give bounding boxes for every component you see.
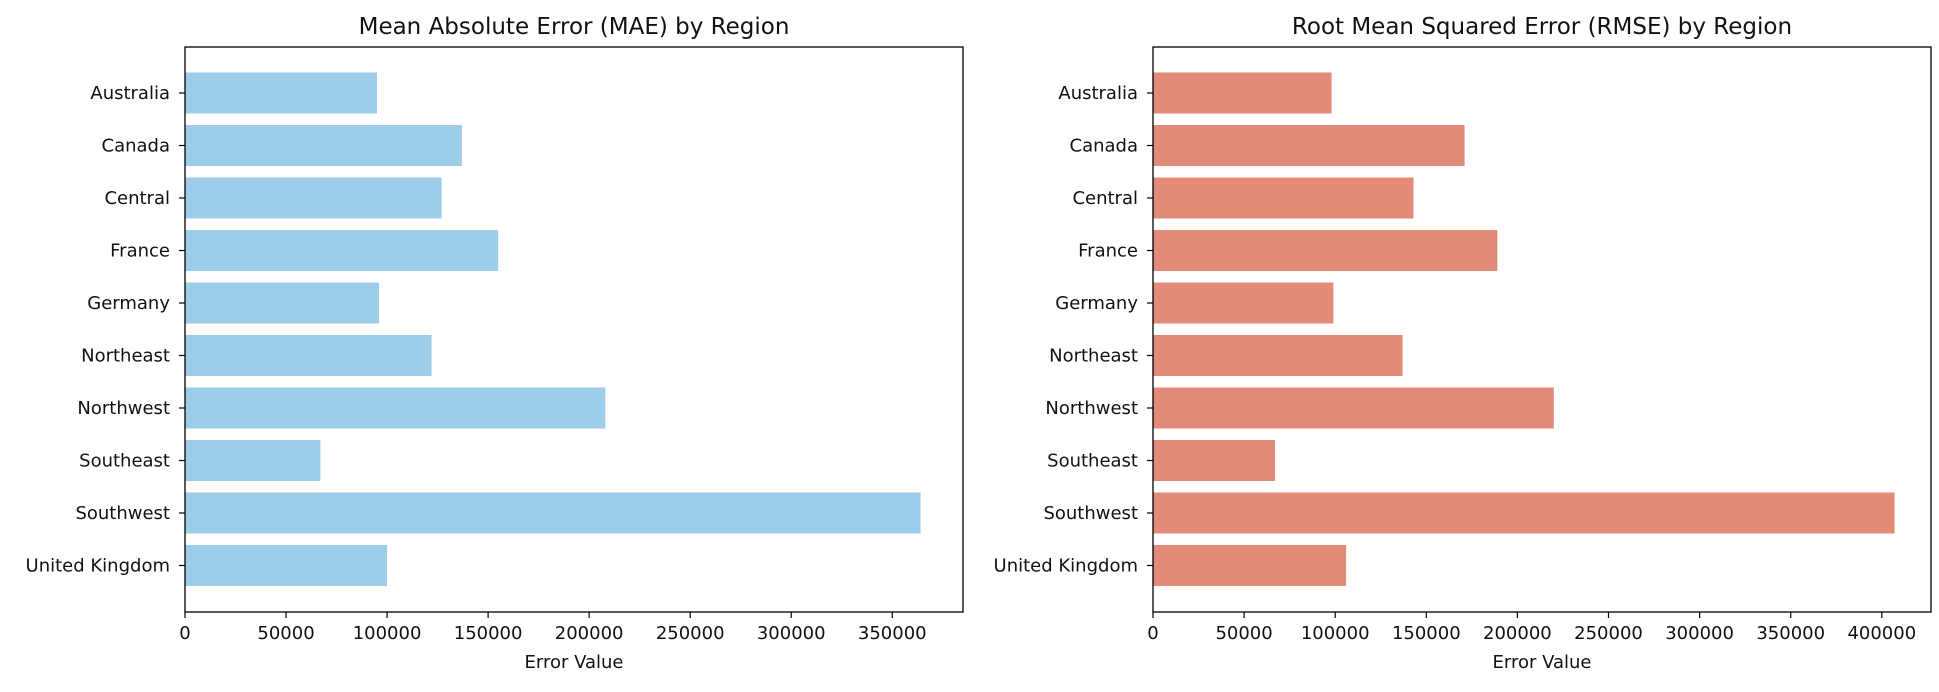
mae-bar (185, 440, 321, 481)
mae-x-tick-label: 0 (179, 623, 190, 644)
mae-bar (185, 230, 499, 271)
rmse-bar (1153, 282, 1334, 324)
rmse-bar (1153, 545, 1347, 586)
mae-bar (185, 492, 921, 534)
mae-bars (185, 72, 921, 586)
mae-category-labels: Australia Canada Central France Germany North… (26, 83, 185, 577)
mae-category-label: Canada (102, 136, 171, 157)
rmse-plot-frame (1152, 46, 1932, 613)
mae-category-label: Germany (87, 293, 170, 314)
rmse-x-tick-label: 0 (1147, 623, 1158, 644)
rmse-x-ticks: 0 50000 100000 150000 200000 250000 300000 3500… (1147, 612, 1916, 644)
rmse-x-tick-label: 200000 (1483, 623, 1552, 644)
rmse-chart-title: Root Mean Squared Error (RMSE) by Region (1292, 14, 1792, 40)
rmse-x-tick-label: 250000 (1574, 623, 1643, 644)
mae-bar (185, 125, 462, 166)
mae-plot-frame (184, 46, 964, 613)
mae-chart-title: Mean Absolute Error (MAE) by Region (359, 14, 790, 40)
mae-x-tick-label: 250000 (656, 623, 725, 644)
rmse-x-tick-label: 400000 (1847, 623, 1916, 644)
rmse-x-tick-label: 50000 (1215, 623, 1272, 644)
rmse-bar (1153, 177, 1414, 219)
rmse-bar (1153, 125, 1465, 166)
mae-chart-panel: Mean Absolute Error (MAE) by Region Aust… (26, 14, 964, 673)
rmse-bar (1153, 230, 1498, 271)
mae-bar (185, 335, 432, 376)
rmse-category-label: Southwest (1043, 503, 1138, 524)
mae-bar (185, 177, 442, 219)
mae-category-label: Northwest (77, 398, 170, 419)
rmse-category-label: Central (1072, 188, 1138, 209)
mae-x-tick-label: 300000 (757, 623, 826, 644)
mae-bar (185, 545, 388, 586)
mae-category-label: United Kingdom (26, 556, 170, 577)
mae-category-label: Southeast (79, 451, 170, 472)
mae-bar (185, 282, 379, 324)
mae-category-label: Southwest (75, 503, 170, 524)
mae-x-tick-label: 150000 (454, 623, 523, 644)
rmse-bars (1153, 72, 1895, 586)
mae-x-ticks: 0 50000 100000 150000 200000 250000 300000 3500… (179, 612, 927, 644)
rmse-bar (1153, 72, 1332, 114)
rmse-chart-panel: Root Mean Squared Error (RMSE) by Region… (994, 14, 1932, 673)
mae-x-tick-label: 100000 (353, 623, 422, 644)
mae-x-tick-label: 50000 (257, 623, 314, 644)
rmse-category-label: Northwest (1045, 398, 1138, 419)
rmse-category-label: Germany (1055, 293, 1138, 314)
rmse-bar (1153, 335, 1403, 376)
rmse-x-axis-label: Error Value (1492, 652, 1591, 673)
rmse-category-label: United Kingdom (994, 556, 1138, 577)
rmse-category-labels: Australia Canada Central France Germany North… (994, 83, 1153, 577)
mae-category-label: France (110, 241, 170, 262)
rmse-category-label: Southeast (1047, 451, 1138, 472)
mae-x-tick-label: 350000 (858, 623, 927, 644)
rmse-x-tick-label: 150000 (1392, 623, 1461, 644)
rmse-category-label: Canada (1070, 136, 1139, 157)
rmse-category-label: France (1078, 241, 1138, 262)
rmse-bar (1153, 492, 1895, 534)
mae-x-tick-label: 200000 (555, 623, 624, 644)
rmse-bar (1153, 387, 1554, 429)
rmse-bar (1153, 440, 1276, 481)
rmse-x-tick-label: 300000 (1665, 623, 1734, 644)
mae-category-label: Central (104, 188, 170, 209)
rmse-x-tick-label: 100000 (1301, 623, 1370, 644)
rmse-category-label: Australia (1058, 83, 1138, 104)
rmse-x-tick-label: 350000 (1756, 623, 1825, 644)
mae-category-label: Northeast (81, 346, 170, 367)
mae-bar (185, 387, 606, 429)
mae-x-axis-label: Error Value (524, 652, 623, 673)
mae-category-label: Australia (90, 83, 170, 104)
rmse-category-label: Northeast (1049, 346, 1138, 367)
mae-bar (185, 72, 377, 114)
